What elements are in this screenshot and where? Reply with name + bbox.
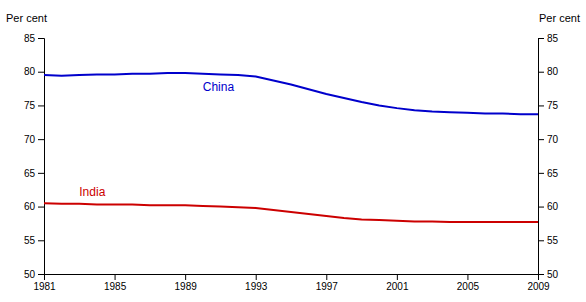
tick-label: 70 bbox=[547, 134, 559, 145]
tick-mark bbox=[538, 139, 544, 140]
tick-mark bbox=[538, 72, 544, 73]
tick-label: 50 bbox=[547, 269, 559, 280]
tick-label: 60 bbox=[24, 201, 36, 212]
tick-mark bbox=[185, 274, 186, 280]
tick-mark bbox=[38, 105, 44, 106]
tick: 1993 bbox=[245, 274, 268, 292]
tick: 50 bbox=[24, 269, 44, 280]
tick-mark bbox=[538, 105, 544, 106]
tick-mark bbox=[38, 207, 44, 208]
tick-label: 1997 bbox=[316, 281, 339, 292]
tick-label: 1985 bbox=[104, 281, 127, 292]
tick-mark bbox=[538, 240, 544, 241]
series-label: China bbox=[203, 80, 235, 94]
tick: 1981 bbox=[33, 274, 56, 292]
tick-label: 55 bbox=[24, 235, 36, 246]
tick-label: 2009 bbox=[527, 281, 550, 292]
tick-mark bbox=[538, 38, 544, 39]
tick: 60 bbox=[24, 201, 44, 212]
plot: 1981198519891993199720012005200950556065… bbox=[6, 12, 580, 292]
tick-label: 1981 bbox=[33, 281, 56, 292]
tick-mark bbox=[38, 173, 44, 174]
y2-axis-label: Per cent bbox=[539, 12, 580, 24]
tick-label: 1993 bbox=[245, 281, 268, 292]
tick: 1989 bbox=[175, 274, 198, 292]
tick: 1985 bbox=[104, 274, 127, 292]
x-axis: 1981 1985 1989 1993 1997 2001 2005 2009 bbox=[33, 274, 550, 292]
tick: 60 bbox=[538, 201, 559, 212]
series-line bbox=[44, 73, 538, 114]
tick-label: 2005 bbox=[457, 281, 480, 292]
tick-label: 80 bbox=[24, 66, 36, 77]
tick: 65 bbox=[24, 168, 44, 179]
tick-mark bbox=[256, 274, 257, 280]
tick-mark bbox=[115, 274, 116, 280]
chart-container: 1981198519891993199720012005200950556065… bbox=[0, 0, 586, 302]
series-label: India bbox=[79, 185, 105, 199]
tick: 55 bbox=[538, 235, 559, 246]
tick-mark bbox=[38, 274, 44, 275]
tick-label: 75 bbox=[547, 100, 559, 111]
tick: 85 bbox=[538, 33, 559, 44]
tick-label: 60 bbox=[547, 201, 559, 212]
tick: 70 bbox=[24, 134, 44, 145]
series-line bbox=[44, 203, 538, 222]
y-axis: 50 55 60 65 70 75 80 85 bbox=[24, 33, 45, 280]
tick: 75 bbox=[24, 100, 44, 111]
tick-mark bbox=[326, 274, 327, 280]
tick-label: 85 bbox=[24, 33, 36, 44]
tick-label: 75 bbox=[24, 100, 36, 111]
tick-mark bbox=[538, 207, 544, 208]
tick-label: 65 bbox=[547, 168, 559, 179]
tick-label: 85 bbox=[547, 33, 559, 44]
tick-label: 2001 bbox=[386, 281, 409, 292]
tick-mark bbox=[538, 173, 544, 174]
tick: 70 bbox=[538, 134, 559, 145]
tick: 80 bbox=[538, 66, 559, 77]
tick: 1997 bbox=[316, 274, 339, 292]
tick: 65 bbox=[538, 168, 559, 179]
tick-mark bbox=[38, 38, 44, 39]
tick-label: 70 bbox=[24, 134, 36, 145]
y2-axis: 50 55 60 65 70 75 80 85 bbox=[538, 33, 559, 280]
tick: 55 bbox=[24, 235, 44, 246]
marks bbox=[44, 73, 538, 222]
tick-label: 55 bbox=[547, 235, 559, 246]
tick: 85 bbox=[24, 33, 44, 44]
tick-mark bbox=[397, 274, 398, 280]
tick-label: 1989 bbox=[175, 281, 198, 292]
tick-mark bbox=[38, 139, 44, 140]
tick-label: 50 bbox=[24, 269, 36, 280]
tick-label: 80 bbox=[547, 66, 559, 77]
tick: 75 bbox=[538, 100, 559, 111]
axis-line bbox=[539, 39, 545, 275]
chart: 1981198519891993199720012005200950556065… bbox=[0, 0, 586, 302]
tick-mark bbox=[38, 240, 44, 241]
tick: 2001 bbox=[386, 274, 409, 292]
tick-mark bbox=[467, 274, 468, 280]
tick-label: 65 bbox=[24, 168, 36, 179]
axis-line bbox=[38, 39, 45, 275]
tick-mark bbox=[38, 72, 44, 73]
tick: 80 bbox=[24, 66, 44, 77]
tick: 50 bbox=[538, 269, 559, 280]
y-axis-label: Per cent bbox=[6, 12, 47, 24]
axis-line bbox=[45, 275, 539, 281]
tick-mark bbox=[538, 274, 544, 275]
tick: 2005 bbox=[457, 274, 480, 292]
